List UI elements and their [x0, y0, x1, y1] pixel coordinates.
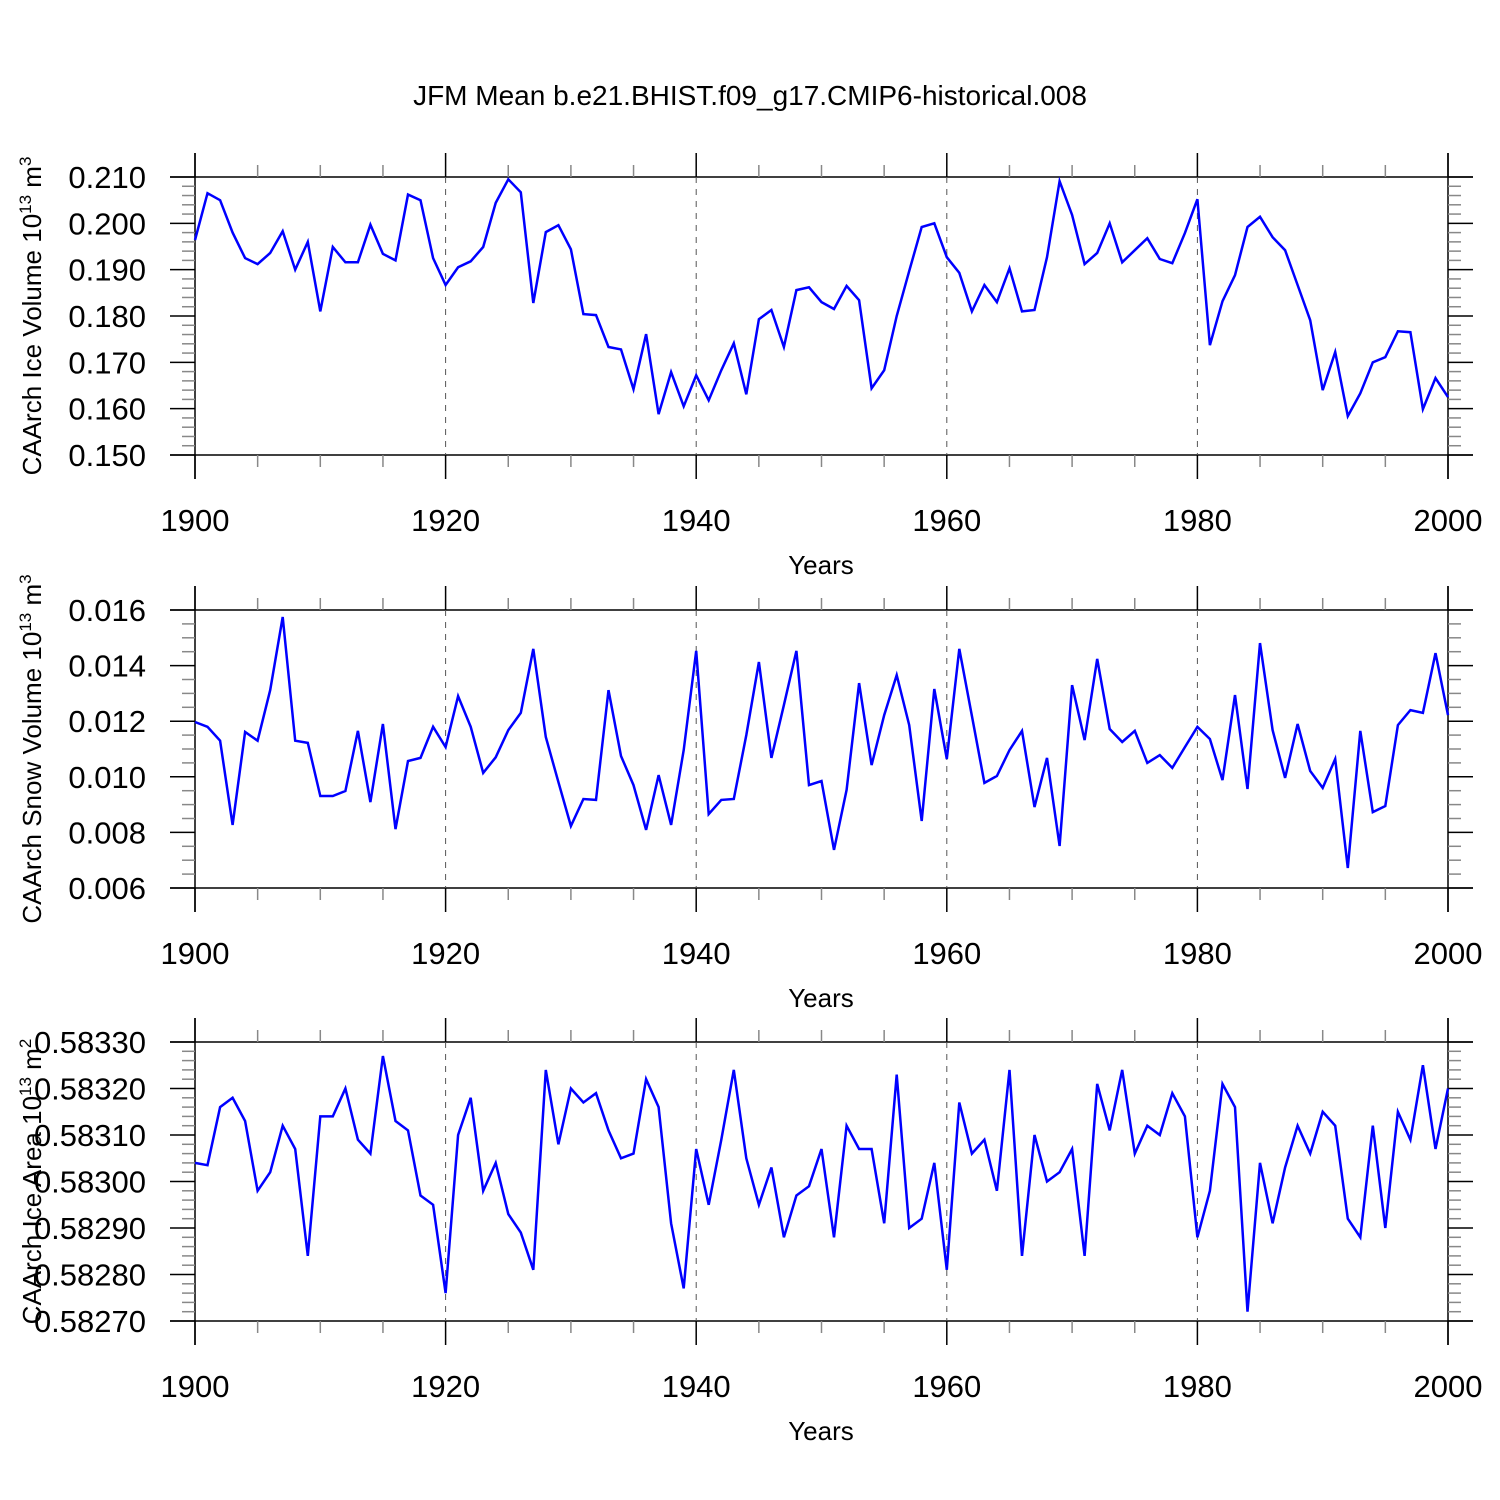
y-tick-label: 0.58300 — [34, 1165, 146, 1200]
x-axis-title: Years — [788, 1416, 854, 1446]
x-tick-label: 1980 — [1163, 936, 1232, 971]
x-axis-title: Years — [788, 983, 854, 1013]
data-series-line — [194, 1055, 1450, 1312]
y-axis-title: CAArch Snow Volume 1013 m3 — [16, 574, 47, 923]
x-tick-label: 2000 — [1414, 1369, 1483, 1404]
y-axis-title: CAArch Ice Area 1013 m2 — [16, 1039, 47, 1325]
x-tick-label: 1980 — [1163, 503, 1232, 538]
y-tick-label: 0.014 — [68, 649, 146, 684]
y-axis-title-exp1: 13 — [16, 1077, 35, 1096]
y-tick-label: 0.016 — [68, 593, 146, 628]
x-tick-label: 1900 — [161, 503, 230, 538]
y-tick-label: 0.006 — [68, 871, 146, 906]
panel-1: 1900 1920 1940 1960 1980 2000 0.150 0.160 0.170 0… — [16, 153, 1482, 580]
y-tick-label: 0.58310 — [34, 1118, 146, 1153]
y-tick-label: 0.150 — [68, 438, 146, 473]
y-tick-label: 0.200 — [68, 206, 146, 241]
chart-title: JFM Mean b.e21.BHIST.f09_g17.CMIP6-histo… — [413, 80, 1087, 111]
y-axis-title-unit: m — [17, 584, 47, 613]
x-tick-label: 2000 — [1414, 936, 1483, 971]
x-tick-label: 1940 — [662, 1369, 731, 1404]
y-tick-label: 0.170 — [68, 345, 146, 380]
data-series-line — [193, 176, 1450, 420]
x-tick-label: 1960 — [912, 503, 981, 538]
y-axis-title-text: CAArch Snow Volume 10 — [17, 632, 47, 924]
x-tick-label: 1940 — [662, 936, 731, 971]
y-tick-label: 0.58290 — [34, 1211, 146, 1246]
y-axis-title-exp2: 2 — [16, 1039, 35, 1048]
y-axis-title: CAArch Ice Volume 1013 m3 — [16, 157, 47, 476]
y-tick-label: 0.58270 — [34, 1304, 146, 1339]
panel-2: 1900 1920 1940 1960 1980 2000 0.006 0.008 0.010 0… — [16, 574, 1482, 1013]
y-tick-label: 0.58330 — [34, 1025, 146, 1060]
y-axis-title-exp1: 13 — [16, 613, 35, 632]
y-axis-title-unit: m — [17, 1048, 47, 1077]
x-tick-label: 1920 — [411, 503, 480, 538]
x-tick-label: 1900 — [161, 1369, 230, 1404]
y-axis-title-text: CAArch Ice Volume 10 — [17, 214, 47, 476]
y-tick-label: 0.210 — [68, 160, 146, 195]
panel-3: 1900 1920 1940 1960 1980 2000 0.58270 0.58280 0.… — [16, 1018, 1482, 1446]
y-axis-title-exp1: 13 — [16, 195, 35, 214]
y-axis-title-unit: m — [17, 166, 47, 195]
x-tick-label: 1920 — [411, 1369, 480, 1404]
x-tick-label: 1960 — [912, 1369, 981, 1404]
x-tick-label: 1940 — [662, 503, 731, 538]
y-tick-label: 0.010 — [68, 760, 146, 795]
x-tick-label: 1980 — [1163, 1369, 1232, 1404]
y-tick-label: 0.58280 — [34, 1258, 146, 1293]
x-tick-label: 1960 — [912, 936, 981, 971]
y-tick-label: 0.008 — [68, 815, 146, 850]
x-axis-title: Years — [788, 550, 854, 580]
y-tick-label: 0.190 — [68, 253, 146, 288]
y-axis-title-exp2: 3 — [16, 157, 35, 166]
y-axis-title-exp2: 3 — [16, 574, 35, 583]
y-tick-label: 0.180 — [68, 299, 146, 334]
x-tick-label: 1920 — [411, 936, 480, 971]
y-tick-label: 0.012 — [68, 704, 146, 739]
data-series-line — [194, 616, 1450, 869]
x-tick-label: 1900 — [161, 936, 230, 971]
y-axis-title-text: CAArch Ice Area 10 — [17, 1096, 47, 1324]
y-tick-label: 0.160 — [68, 392, 146, 427]
y-tick-label: 0.58320 — [34, 1072, 146, 1107]
x-tick-label: 2000 — [1414, 503, 1483, 538]
